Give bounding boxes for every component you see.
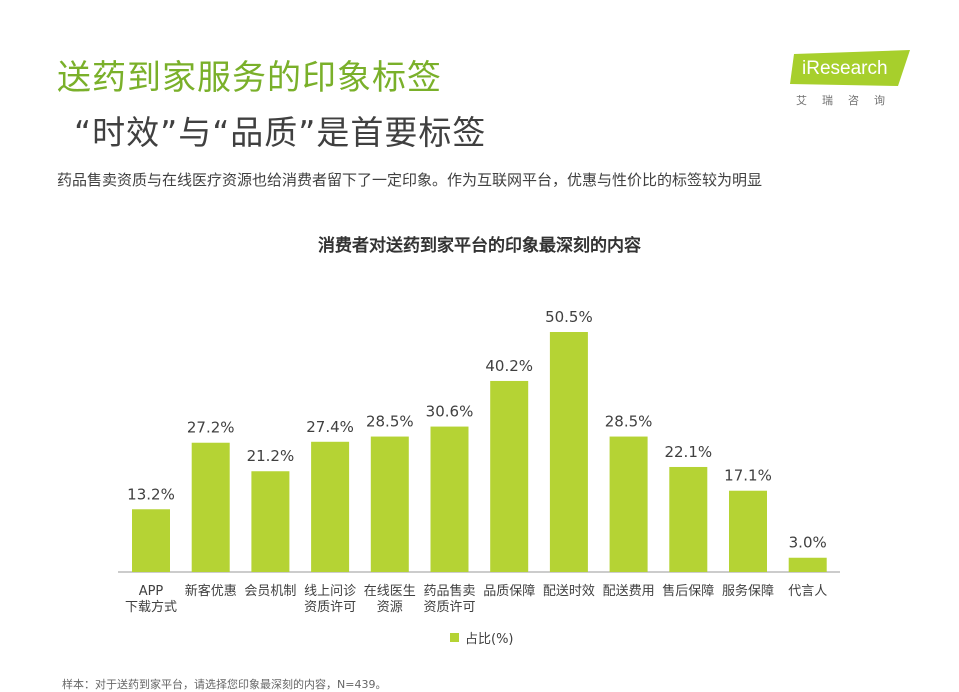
x-tick-label: 资质许可 — [423, 600, 475, 615]
x-tick-label: 服务保障 — [722, 583, 774, 599]
x-tick-label: APP — [139, 584, 164, 599]
page-subtitle: 药品售卖资质与在线医疗资源也给消费者留下了一定印象。作为互联网平台，优惠与性价比… — [57, 171, 763, 189]
footnote: 样本：对于送药到家平台，请选择您印象最深刻的内容，N=439。 — [62, 678, 387, 691]
x-tick-label: 下载方式 — [125, 599, 177, 615]
bar — [132, 509, 170, 572]
bar — [490, 380, 529, 572]
x-tick-label: 线上问诊 — [304, 584, 356, 599]
bar — [609, 436, 648, 572]
bar-value-label: 17.1% — [724, 467, 772, 485]
logo-name: iResearch — [802, 58, 888, 79]
legend-label: 占比(%) — [465, 632, 514, 647]
bar — [669, 466, 708, 572]
bar-value-label: 21.2% — [247, 447, 295, 465]
bar — [549, 332, 588, 572]
x-tick-label: 会员机制 — [244, 584, 296, 599]
bar-value-label: 27.2% — [187, 419, 235, 437]
x-tick-label: 药品售卖 — [423, 583, 475, 599]
bar — [251, 471, 290, 572]
bar-value-label: 13.2% — [127, 485, 175, 503]
legend-swatch — [450, 633, 459, 642]
x-tick-label: 配送费用 — [603, 584, 655, 599]
x-tick-label: 配送时效 — [543, 584, 595, 599]
x-tick-label: 在线医生 — [364, 584, 416, 599]
bar — [311, 441, 350, 572]
bar-value-label: 40.2% — [485, 357, 533, 375]
bar — [729, 490, 767, 572]
chart-title: 消费者对送药到家平台的印象最深刻的内容 — [318, 236, 641, 256]
iresearch-logo: iResearch 艾瑞咨询 — [790, 48, 915, 110]
bar — [788, 557, 827, 572]
x-tick-label: 新客优惠 — [185, 583, 237, 599]
bar — [370, 436, 409, 572]
bar-value-label: 28.5% — [605, 413, 653, 431]
page-title-secondary: “时效”与“品质”是首要标签 — [74, 113, 487, 152]
bar-value-label: 3.0% — [789, 534, 827, 552]
bar — [191, 442, 230, 572]
logo-subtext: 艾瑞咨询 — [796, 94, 900, 107]
x-tick-label: 品质保障 — [483, 584, 535, 599]
x-tick-label: 代言人 — [788, 584, 827, 599]
bar-value-label: 30.6% — [426, 403, 474, 421]
bar — [430, 426, 469, 572]
x-tick-label: 资质许可 — [304, 600, 356, 615]
page-title: 送药到家服务的印象标签 — [57, 58, 442, 98]
chart-legend: 占比(%) — [450, 628, 514, 647]
x-tick-label: 售后保障 — [662, 583, 714, 599]
logo-banner-shape — [790, 50, 910, 86]
x-tick-label: 资源 — [377, 600, 403, 615]
bar-value-label: 28.5% — [366, 413, 414, 431]
bar-value-label: 27.4% — [306, 418, 354, 436]
bar-value-label: 50.5% — [545, 308, 593, 326]
bar-value-label: 22.1% — [664, 443, 712, 461]
